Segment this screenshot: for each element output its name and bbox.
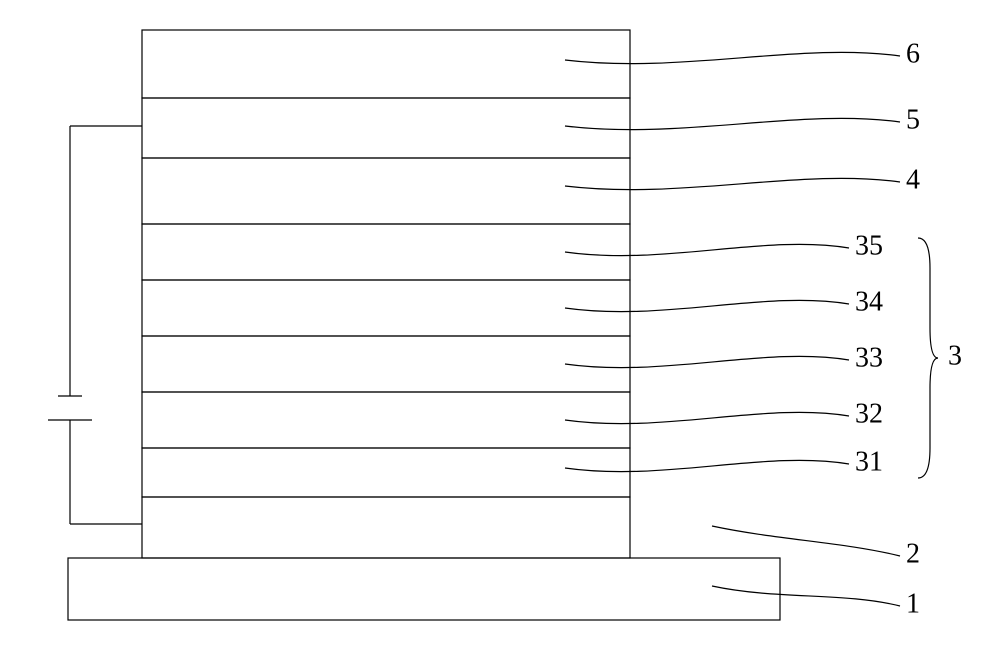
diagram-svg: 6 5 4 35 34 33 32 31 2 1 3 — [0, 0, 1000, 653]
label-5-leader — [565, 118, 900, 129]
label-1-leader — [712, 586, 900, 606]
brace-upper — [918, 238, 938, 358]
layer-2 — [142, 497, 630, 558]
label-34-leader — [565, 300, 849, 311]
label-35: 35 — [855, 230, 883, 261]
label-35-leader — [565, 244, 849, 255]
label-6: 6 — [906, 38, 920, 69]
base-layer-1 — [68, 558, 780, 620]
label-2: 2 — [906, 538, 920, 569]
label-32-leader — [565, 412, 849, 423]
layer-5 — [142, 98, 630, 158]
label-31-leader — [565, 460, 849, 471]
brace-lower — [918, 358, 938, 478]
layer-6 — [142, 30, 630, 98]
layer-33 — [142, 336, 630, 392]
label-1: 1 — [906, 588, 920, 619]
layer-31 — [142, 448, 630, 497]
label-2-leader — [712, 526, 900, 556]
layer-4 — [142, 158, 630, 224]
label-4-leader — [565, 178, 900, 189]
label-6-leader — [565, 52, 900, 63]
label-4: 4 — [906, 164, 920, 195]
label-32: 32 — [855, 398, 883, 429]
label-3: 3 — [948, 340, 962, 371]
label-5: 5 — [906, 104, 920, 135]
layer-34 — [142, 280, 630, 336]
label-33: 33 — [855, 342, 883, 373]
layer-35 — [142, 224, 630, 280]
layer-32 — [142, 392, 630, 448]
label-33-leader — [565, 356, 849, 367]
label-34: 34 — [855, 286, 883, 317]
label-31: 31 — [855, 446, 883, 477]
